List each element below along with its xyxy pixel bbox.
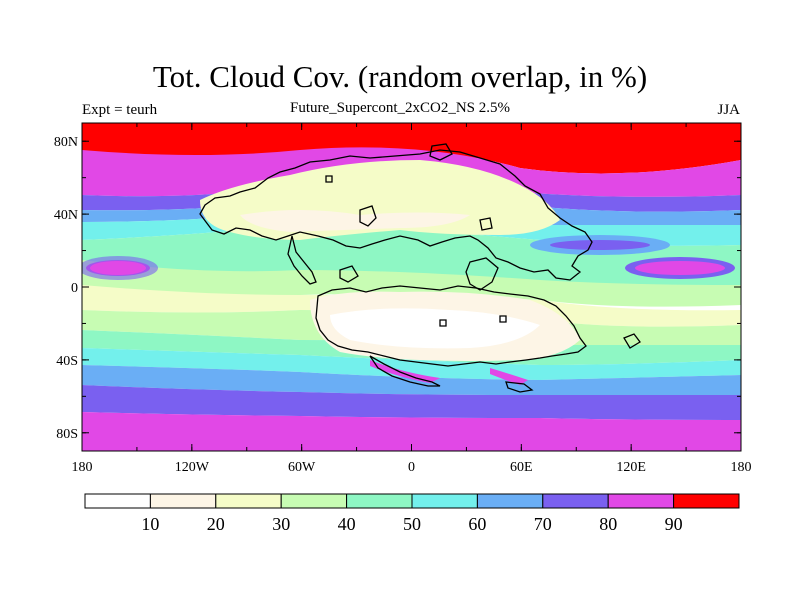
lat-tick-label: 40S bbox=[56, 354, 78, 369]
colorbar-swatch bbox=[149, 493, 217, 509]
north-peninsula-outline bbox=[287, 235, 317, 285]
south-island-outline bbox=[505, 381, 534, 393]
colorbar-label: 10 bbox=[141, 514, 159, 534]
lake-outline-5 bbox=[439, 319, 447, 327]
lon-tick-label: 0 bbox=[408, 460, 415, 475]
south-magenta-strip bbox=[370, 360, 440, 383]
lat-ticks: 80N 40N 0 40S 80S bbox=[54, 135, 741, 442]
south-peninsula-outline bbox=[369, 355, 441, 387]
colorbar-label: 20 bbox=[207, 514, 225, 534]
colorbar-swatch bbox=[476, 493, 544, 509]
lon-tick-label: 120W bbox=[175, 460, 210, 475]
lat-tick-label: 80S bbox=[56, 427, 78, 442]
lat-tick-label: 0 bbox=[71, 281, 78, 296]
north-continent-outline bbox=[199, 149, 593, 281]
coastlines bbox=[199, 143, 641, 393]
experiment-label: Expt = teurh bbox=[82, 102, 158, 118]
colorbar-label: 40 bbox=[338, 514, 356, 534]
lon-tick-label: 120E bbox=[616, 460, 646, 475]
colorbar-swatch bbox=[280, 493, 348, 509]
lake-outline-4 bbox=[479, 217, 493, 231]
band-south-magenta bbox=[82, 412, 741, 451]
colorbar-label: 90 bbox=[665, 514, 683, 534]
colorbar-label: 60 bbox=[468, 514, 486, 534]
colorbar: 10 20 30 40 50 60 70 80 90 bbox=[84, 493, 740, 534]
south-magenta-strip-east bbox=[490, 368, 528, 385]
band-south-cyan bbox=[82, 348, 741, 380]
colorbar-swatch bbox=[673, 493, 740, 509]
cloud-field bbox=[82, 123, 741, 451]
lake-outline-3 bbox=[429, 143, 453, 161]
colorbar-label: 50 bbox=[403, 514, 421, 534]
south-land-cloud-inner bbox=[330, 308, 540, 349]
lake-outline-2 bbox=[325, 175, 333, 183]
colorbar-label: 70 bbox=[534, 514, 552, 534]
south-continent-outline bbox=[315, 285, 587, 367]
colorbar-swatch bbox=[215, 493, 282, 509]
chart-title: Tot. Cloud Cov. (random overlap, in %) bbox=[152, 59, 648, 94]
colorbar-swatch bbox=[84, 493, 151, 509]
purple-band-east bbox=[550, 240, 650, 250]
mid-coast-outline bbox=[465, 257, 499, 291]
colorbar-swatch bbox=[607, 493, 675, 509]
colorbar-swatch bbox=[542, 493, 609, 509]
magenta-patch-west-core bbox=[90, 261, 146, 275]
band-south-blue bbox=[82, 365, 741, 395]
run-name-label: Future_Supercont_2xCO2_NS 2.5% bbox=[290, 100, 510, 116]
lon-tick-label: 60E bbox=[510, 460, 533, 475]
lon-ticks: 180 120W 60W 0 60E 120E 180 bbox=[72, 123, 752, 475]
north-land-cloud-inner bbox=[240, 210, 470, 232]
lat-tick-label: 40N bbox=[54, 208, 78, 223]
lon-tick-label: 60W bbox=[288, 460, 316, 475]
lake-outline-6 bbox=[499, 315, 507, 323]
lat-tick-label: 80N bbox=[54, 135, 78, 150]
band-south-purple bbox=[82, 385, 741, 420]
mid-island-outline bbox=[339, 265, 359, 283]
lon-tick-label: 180 bbox=[731, 460, 752, 475]
colorbar-swatch bbox=[346, 493, 413, 509]
south-east-island-outline bbox=[623, 333, 641, 349]
colorbar-label: 30 bbox=[272, 514, 290, 534]
magenta-patch-east-core bbox=[635, 261, 725, 275]
colorbar-label: 80 bbox=[599, 514, 617, 534]
colorbar-swatch bbox=[411, 493, 478, 509]
lon-tick-label: 180 bbox=[72, 460, 93, 475]
band-north-red-edge bbox=[82, 123, 741, 174]
season-label: JJA bbox=[717, 102, 740, 118]
lake-outline-1 bbox=[359, 205, 377, 227]
